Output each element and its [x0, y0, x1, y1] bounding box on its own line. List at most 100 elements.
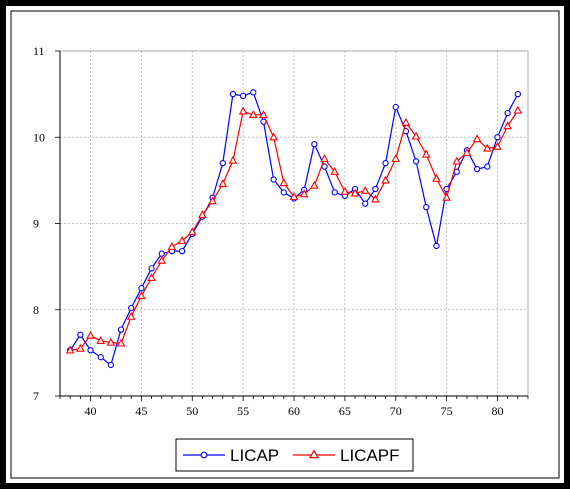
legend-item-licapf: LICAPF	[293, 446, 400, 465]
data-point-licapf	[198, 210, 207, 219]
data-point-licapf	[248, 110, 258, 118]
data-point-licapf	[147, 273, 156, 281]
data-point-licap	[128, 304, 135, 312]
data-point-licapf	[472, 134, 482, 143]
x-tick-label: 40	[85, 404, 97, 418]
legend-item-licap: LICAP	[183, 446, 279, 465]
y-tick-label: 9	[33, 217, 39, 231]
x-tick-label: 45	[135, 404, 147, 418]
legend-marker-licapf	[308, 449, 320, 459]
data-point-licapf	[452, 156, 462, 165]
data-point-licap	[77, 331, 84, 338]
data-point-licap	[504, 109, 511, 117]
data-point-licap	[229, 90, 237, 98]
data-point-licap	[280, 189, 287, 196]
data-point-licapf	[279, 178, 289, 187]
x-tick-label: 50	[186, 404, 198, 418]
data-point-licapf	[482, 143, 492, 152]
data-point-licapf	[401, 117, 411, 126]
data-point-licap	[97, 354, 104, 361]
data-point-licap	[270, 176, 277, 183]
data-point-licap	[494, 134, 501, 141]
data-point-licap	[107, 361, 115, 369]
data-point-licapf	[96, 336, 106, 344]
data-point-licapf	[513, 105, 523, 114]
data-point-licapf	[157, 255, 167, 264]
data-point-licapf	[218, 179, 228, 187]
x-tick-label: 80	[491, 404, 503, 418]
data-point-licapf	[442, 192, 451, 201]
data-point-licapf	[503, 121, 512, 130]
data-point-licap	[484, 163, 491, 170]
data-point-licapf	[371, 194, 380, 203]
data-point-licap	[178, 247, 186, 255]
data-point-licapf	[167, 242, 177, 250]
data-point-licapf	[310, 180, 319, 189]
data-point-licapf	[381, 175, 390, 184]
data-point-licap	[250, 89, 257, 96]
data-point-licapf	[126, 311, 136, 320]
data-point-licap	[158, 250, 165, 257]
data-point-licapf	[493, 141, 502, 150]
data-point-licapf	[462, 148, 472, 156]
data-point-licapf	[106, 337, 116, 346]
data-point-licap	[331, 189, 338, 196]
data-point-licapf	[391, 154, 401, 162]
data-point-licapf	[320, 154, 329, 162]
data-point-licapf	[76, 343, 85, 352]
y-tick-label: 10	[33, 130, 45, 144]
legend-marker-licap	[200, 451, 208, 459]
data-point-licap	[433, 242, 440, 250]
data-point-licapf	[350, 188, 360, 197]
data-point-licapf	[299, 189, 309, 198]
data-point-licapf	[137, 291, 146, 300]
y-tick-label: 7	[33, 389, 39, 403]
data-point-licapf	[65, 345, 75, 354]
x-tick-label: 70	[390, 404, 402, 418]
y-tick-label: 11	[33, 44, 45, 58]
data-point-licap	[362, 200, 369, 207]
y-tick-label: 8	[33, 303, 39, 317]
data-point-licapf	[116, 338, 126, 347]
data-point-licapf	[360, 185, 370, 194]
data-point-licap	[423, 203, 430, 211]
data-point-licapf	[238, 106, 248, 115]
data-point-licapf	[208, 196, 217, 205]
data-point-licapf	[421, 149, 431, 158]
data-point-licap	[148, 265, 155, 272]
data-point-licapf	[187, 227, 197, 236]
data-point-licap	[412, 158, 420, 165]
x-tick-label: 55	[237, 404, 249, 418]
data-point-licap	[87, 347, 94, 354]
data-point-licapf	[289, 192, 299, 200]
data-point-licapf	[411, 131, 421, 140]
data-point-licap	[392, 103, 399, 111]
data-point-licap	[138, 285, 145, 292]
data-point-licapf	[228, 155, 238, 164]
legend-label-licapf: LICAPF	[340, 446, 400, 465]
data-point-licap	[514, 90, 521, 98]
data-point-licap	[473, 166, 481, 173]
data-point-licapf	[330, 167, 340, 175]
data-point-licapf	[432, 173, 441, 182]
legend-label-licap: LICAP	[230, 446, 279, 465]
data-point-licapf	[259, 110, 268, 118]
data-point-licapf	[269, 132, 278, 141]
data-point-licapf	[86, 330, 95, 339]
data-point-licap	[219, 159, 226, 167]
x-tick-label: 75	[441, 404, 453, 418]
data-point-licapf	[340, 186, 350, 195]
data-point-licap	[117, 326, 125, 333]
data-point-licapf	[177, 236, 187, 244]
inner-border	[10, 10, 560, 479]
data-point-licap	[382, 159, 389, 167]
data-point-licap	[372, 185, 379, 193]
x-tick-label: 60	[288, 404, 300, 418]
data-point-licap	[239, 92, 247, 99]
legend: LICAP LICAPF	[175, 438, 414, 472]
plot-area: 7 8 9 10 11 40 45 50 55 60 65 70 75 80	[33, 44, 529, 418]
x-tick-label: 65	[339, 404, 351, 418]
data-point-licap	[311, 140, 318, 148]
